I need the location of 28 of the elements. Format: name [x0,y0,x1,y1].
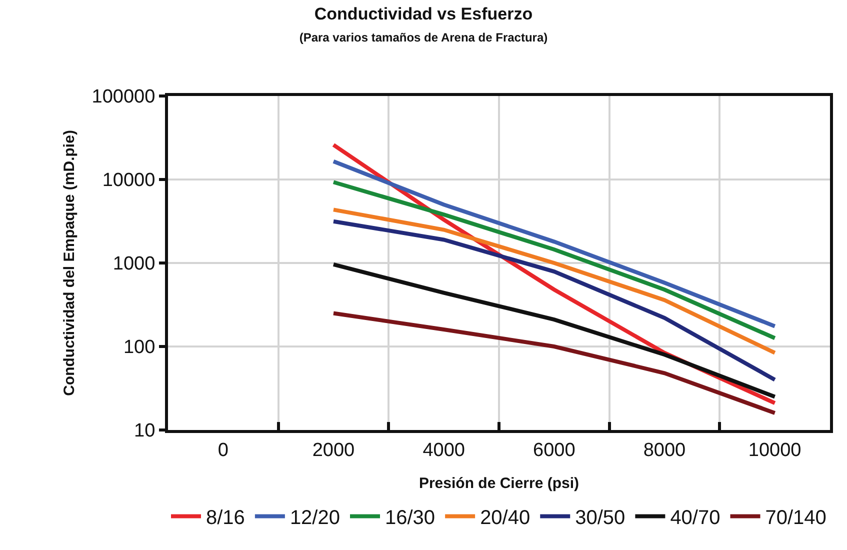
y-tick-label: 10 [134,420,156,442]
y-tick-label: 1000 [112,254,156,275]
x-tick-label: 8000 [643,440,686,461]
x-axis-title: Presión de Cierre (psi) [418,474,580,492]
x-tick-label: 0 [218,440,228,461]
legend-label: 8/16 [206,507,245,530]
x-tick-label: 2000 [312,440,355,461]
line-series [332,208,777,355]
legend-label: 70/140 [765,507,826,530]
chart-title: Conductividad vs Esfuerzo [314,4,533,24]
chart-subtitle: (Para varios tamaños de Arena de Fractura) [299,30,548,44]
line-series [332,262,777,399]
legend-label: 30/50 [575,507,626,530]
line-series [332,311,777,415]
y-tick-label: 10000 [102,170,156,192]
x-tick-label: 4000 [422,440,465,461]
line-series [332,159,777,328]
legend-label: 20/40 [480,507,530,530]
legend-label: 12/20 [290,507,340,530]
line-series [332,219,777,382]
x-tick-label: 6000 [533,440,576,461]
y-tick-label: 100000 [92,86,156,108]
y-tick-label: 100 [123,337,156,358]
legend-label: 16/30 [385,507,436,530]
x-tick-label: 10000 [748,440,802,461]
line-series [332,180,777,340]
legend-label: 40/70 [670,507,720,530]
y-axis-title: Conductividad del Empaque (mD.pie) [61,130,78,396]
